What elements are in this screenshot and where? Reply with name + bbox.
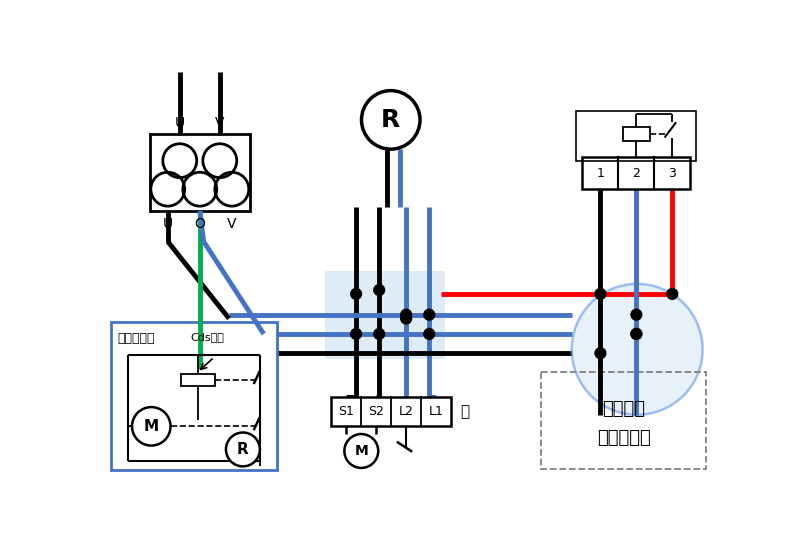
Text: 他の負荷へ: 他の負荷へ bbox=[597, 429, 650, 447]
Bar bbox=[331, 397, 451, 426]
Circle shape bbox=[344, 434, 378, 468]
Bar bbox=[541, 373, 706, 469]
Text: 3: 3 bbox=[668, 166, 676, 179]
Bar bbox=[150, 134, 250, 211]
Circle shape bbox=[362, 91, 420, 149]
Bar bbox=[576, 111, 697, 161]
Text: V: V bbox=[215, 116, 225, 130]
Circle shape bbox=[424, 329, 434, 339]
Text: M: M bbox=[144, 419, 159, 434]
Text: 展開接続図: 展開接続図 bbox=[118, 332, 155, 345]
Text: L1: L1 bbox=[429, 405, 443, 418]
Text: U: U bbox=[162, 217, 173, 231]
Text: イ: イ bbox=[460, 404, 469, 419]
Bar bbox=[326, 271, 445, 359]
Text: 2: 2 bbox=[633, 166, 640, 179]
Circle shape bbox=[631, 329, 642, 339]
Text: U: U bbox=[174, 116, 185, 130]
Text: 施工省略: 施工省略 bbox=[602, 400, 645, 418]
Text: S2: S2 bbox=[368, 405, 384, 418]
Circle shape bbox=[226, 432, 260, 466]
Circle shape bbox=[572, 284, 702, 415]
Circle shape bbox=[374, 329, 385, 339]
Text: L2: L2 bbox=[398, 405, 414, 418]
Circle shape bbox=[595, 288, 606, 299]
Circle shape bbox=[350, 288, 362, 299]
Text: V: V bbox=[227, 217, 237, 231]
Text: 1: 1 bbox=[597, 166, 604, 179]
Circle shape bbox=[401, 309, 411, 320]
Circle shape bbox=[631, 329, 642, 339]
Text: S1: S1 bbox=[338, 405, 354, 418]
Circle shape bbox=[631, 309, 642, 320]
Circle shape bbox=[595, 348, 606, 359]
Circle shape bbox=[350, 329, 362, 339]
Text: R: R bbox=[381, 108, 400, 132]
Text: M: M bbox=[354, 444, 368, 458]
Circle shape bbox=[424, 309, 434, 320]
Bar bbox=[111, 322, 277, 470]
Bar bbox=[582, 157, 690, 189]
Text: Cds回路: Cds回路 bbox=[190, 332, 225, 342]
Circle shape bbox=[132, 407, 170, 446]
Text: O: O bbox=[194, 217, 206, 231]
Bar bbox=[181, 374, 215, 386]
Circle shape bbox=[374, 285, 385, 295]
Text: R: R bbox=[237, 442, 249, 457]
Bar bbox=[623, 127, 650, 141]
Circle shape bbox=[667, 288, 678, 299]
Circle shape bbox=[401, 313, 411, 324]
